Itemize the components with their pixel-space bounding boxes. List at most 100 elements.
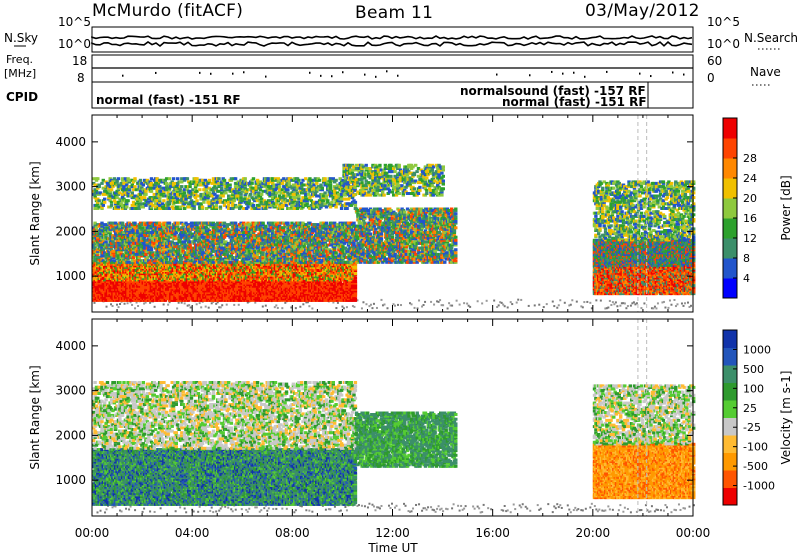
nsearch-tick-bottom: 10^0 bbox=[707, 37, 740, 51]
ground-scatter-cell bbox=[181, 302, 183, 304]
ground-scatter-cell bbox=[380, 299, 382, 301]
ground-scatter-cell bbox=[481, 302, 483, 304]
scatter-cell bbox=[354, 297, 357, 300]
ground-scatter-cell bbox=[586, 301, 588, 303]
ground-scatter-cell bbox=[538, 304, 540, 306]
ground-scatter-cell bbox=[190, 306, 192, 308]
ground-scatter-cell bbox=[682, 305, 684, 307]
ground-scatter-cell bbox=[627, 305, 629, 307]
ground-scatter-cell bbox=[178, 302, 180, 304]
ground-scatter-cell bbox=[226, 304, 228, 306]
ground-scatter-cell bbox=[335, 307, 337, 309]
ground-scatter-cell bbox=[625, 307, 627, 309]
ground-scatter-cell bbox=[119, 303, 121, 305]
ground-scatter-cell bbox=[655, 307, 657, 309]
nave-dot bbox=[496, 74, 498, 76]
ground-scatter-cell bbox=[663, 301, 665, 303]
ground-scatter-cell bbox=[469, 306, 471, 308]
ground-scatter-cell bbox=[196, 303, 198, 305]
ground-scatter-cell bbox=[582, 306, 584, 308]
ground-scatter-cell bbox=[507, 306, 509, 308]
ground-scatter-cell bbox=[669, 300, 671, 302]
nave-dot bbox=[584, 76, 586, 78]
ground-scatter-cell bbox=[220, 306, 222, 308]
ground-scatter-cell bbox=[302, 303, 304, 305]
ground-scatter-cell bbox=[361, 307, 363, 309]
nave-dot bbox=[683, 74, 685, 76]
ground-scatter-cell bbox=[127, 302, 129, 304]
ground-scatter-cell bbox=[265, 305, 267, 307]
ground-scatter-cell bbox=[652, 307, 654, 309]
ground-scatter-cell bbox=[145, 302, 147, 304]
ground-scatter-cell bbox=[595, 299, 597, 301]
ground-scatter-cell bbox=[343, 307, 345, 309]
nave-dot bbox=[551, 71, 553, 73]
ground-scatter-cell bbox=[124, 303, 126, 305]
ground-scatter-cell bbox=[112, 305, 114, 307]
ground-scatter-cell bbox=[337, 302, 339, 304]
ground-scatter-cell bbox=[624, 302, 626, 304]
ground-scatter-cell bbox=[553, 305, 555, 307]
ground-scatter-cell bbox=[386, 307, 388, 309]
ground-scatter-cell bbox=[516, 302, 518, 304]
ground-scatter-cell bbox=[673, 299, 675, 301]
scatter-cell bbox=[354, 277, 357, 280]
ground-scatter-cell bbox=[511, 303, 513, 305]
nave-dot bbox=[122, 75, 124, 77]
ground-scatter-cell bbox=[448, 302, 450, 304]
ground-scatter-cell bbox=[110, 303, 112, 305]
ground-scatter-cell bbox=[559, 299, 561, 301]
ground-scatter-cell bbox=[607, 307, 609, 309]
nsky-tick-top: 10^5 bbox=[58, 15, 91, 29]
ground-scatter-cell bbox=[188, 304, 190, 306]
nave-dot bbox=[562, 73, 564, 75]
ground-scatter-cell bbox=[439, 299, 441, 301]
nsky-trace bbox=[92, 36, 692, 39]
ground-scatter-cell bbox=[275, 304, 277, 306]
ground-scatter-cell bbox=[546, 303, 548, 305]
ground-scatter-cell bbox=[424, 301, 426, 303]
cpid-label: CPID bbox=[6, 90, 38, 104]
nave-dot bbox=[232, 73, 234, 75]
ground-scatter-cell bbox=[281, 307, 283, 309]
nave-label: Nave bbox=[750, 65, 781, 79]
cpid-text-3: normal (fast) -151 RF bbox=[502, 95, 647, 109]
ground-scatter-cell bbox=[612, 301, 614, 303]
ground-scatter-cell bbox=[295, 307, 297, 309]
nave-dot bbox=[386, 70, 388, 72]
ground-scatter-cell bbox=[394, 305, 396, 307]
ground-scatter-cell bbox=[154, 306, 156, 308]
ground-scatter-cell bbox=[418, 299, 420, 301]
scatter-cell bbox=[104, 240, 107, 243]
ground-scatter-cell bbox=[576, 301, 578, 303]
nsky-trace-2 bbox=[92, 42, 692, 46]
nave-dot bbox=[309, 72, 311, 74]
ground-scatter-cell bbox=[687, 302, 689, 304]
ground-scatter-cell bbox=[676, 303, 678, 305]
ground-scatter-cell bbox=[654, 306, 656, 308]
cpid-text-1: normal (fast) -151 RF bbox=[96, 93, 241, 107]
nave-dot bbox=[397, 75, 399, 77]
ground-scatter-cell bbox=[640, 307, 642, 309]
freq-label-b: [MHz] bbox=[4, 67, 36, 80]
ground-scatter-cell bbox=[430, 301, 432, 303]
ground-scatter-cell bbox=[433, 304, 435, 306]
ground-scatter-cell bbox=[670, 304, 672, 306]
ground-scatter-cell bbox=[397, 304, 399, 306]
ground-scatter-cell bbox=[552, 301, 554, 303]
ground-scatter-cell bbox=[609, 300, 611, 302]
ground-scatter-cell bbox=[543, 306, 545, 308]
nsearch-label: N.Search bbox=[744, 31, 798, 45]
ground-scatter-cell bbox=[373, 303, 375, 305]
ground-scatter-cell bbox=[400, 304, 402, 306]
ground-scatter-cell bbox=[447, 307, 449, 309]
ground-scatter-cell bbox=[274, 306, 276, 308]
ground-scatter-cell bbox=[438, 301, 440, 303]
ground-scatter-cell bbox=[94, 302, 96, 304]
nave-tick-bottom: 0 bbox=[707, 71, 715, 85]
ground-scatter-cell bbox=[675, 305, 677, 307]
ground-scatter-cell bbox=[556, 307, 558, 309]
ground-scatter-cell bbox=[238, 304, 240, 306]
ground-scatter-cell bbox=[371, 307, 373, 309]
